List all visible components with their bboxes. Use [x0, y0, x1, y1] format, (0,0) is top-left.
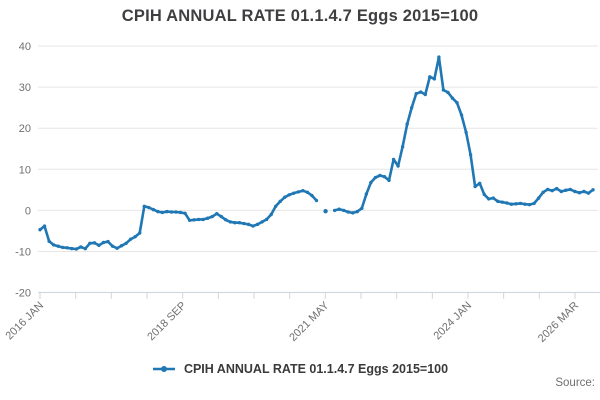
svg-text:2021 MAY: 2021 MAY	[287, 299, 332, 344]
svg-text:0: 0	[25, 205, 31, 217]
svg-text:2026 MAR: 2026 MAR	[536, 300, 581, 345]
svg-text:-20: -20	[15, 288, 31, 300]
legend-label: CPIH ANNUAL RATE 01.1.4.7 Eggs 2015=100	[183, 362, 449, 376]
svg-text:40: 40	[19, 41, 31, 53]
svg-text:20: 20	[19, 123, 31, 135]
chart-title: CPIH ANNUAL RATE 01.1.4.7 Eggs 2015=100	[121, 7, 479, 25]
svg-text:2016 JAN: 2016 JAN	[3, 300, 46, 343]
svg-text:30: 30	[19, 82, 31, 94]
legend[interactable]: CPIH ANNUAL RATE 01.1.4.7 Eggs 2015=100	[0, 360, 600, 378]
svg-text:-10: -10	[15, 247, 31, 259]
svg-text:2018 SEP: 2018 SEP	[145, 300, 189, 344]
legend-line-marker-icon	[152, 366, 175, 372]
svg-text:10: 10	[19, 164, 31, 176]
svg-text:2024 JAN: 2024 JAN	[431, 300, 474, 343]
source-label: Source:	[555, 377, 595, 389]
